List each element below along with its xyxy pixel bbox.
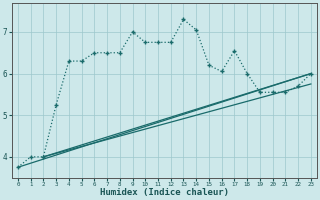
X-axis label: Humidex (Indice chaleur): Humidex (Indice chaleur) bbox=[100, 188, 229, 197]
